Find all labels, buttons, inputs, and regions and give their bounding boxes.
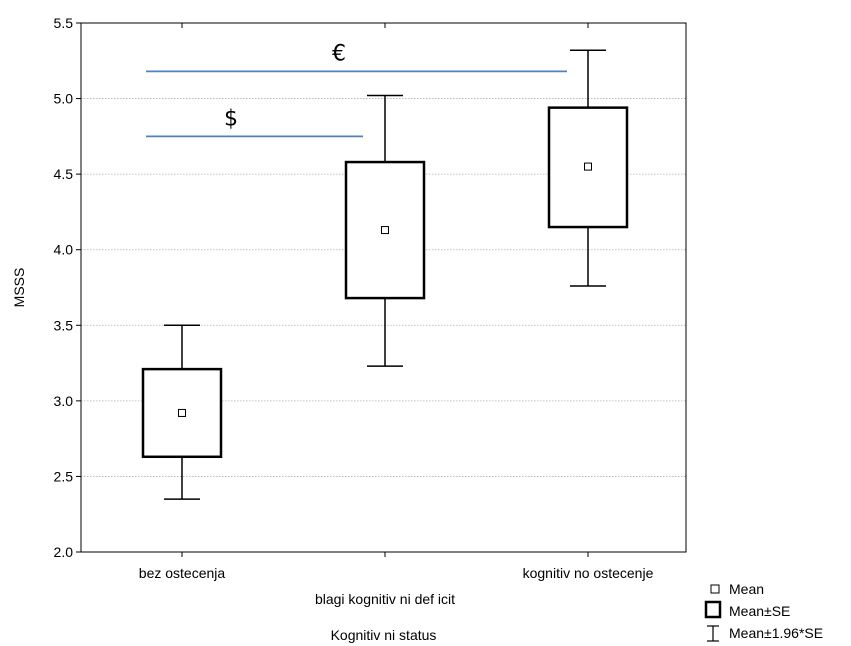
legend-ci-swatch <box>707 625 719 642</box>
legend-label-1: Mean±SE <box>729 603 790 619</box>
legend-se-swatch <box>704 600 722 619</box>
box-group-0 <box>141 324 223 500</box>
mean-marker-1 <box>381 226 389 235</box>
x-axis-title: Kognitiv ni status <box>331 627 437 643</box>
axes: 2.0 2.5 3.0 3.5 4.0 4.5 5.0 5.5 bez ostecenja bla… <box>54 15 654 607</box>
y-tick-label-1: 2.5 <box>54 468 74 484</box>
box-group-1 <box>344 94 426 367</box>
y-tick-label-2: 3.0 <box>54 393 74 409</box>
plot-frame <box>80 22 687 553</box>
legend-label-0: Mean <box>729 581 764 597</box>
box-group-2 <box>547 49 629 287</box>
box-series <box>141 49 629 500</box>
legend-label-2: Mean±1.96*SE <box>729 625 823 641</box>
y-axis-title: MSSS <box>11 268 27 308</box>
x-tick-label-0: bez ostecenja <box>139 565 226 581</box>
legend-mean-swatch <box>710 584 720 594</box>
significance-annotations: $€ <box>146 41 567 138</box>
legend: Mean Mean±SE Mean±1.96*SE <box>704 581 823 642</box>
y-tick-label-6: 5.0 <box>54 91 74 107</box>
mean-marker-2 <box>584 162 592 171</box>
y-tick-label-3: 3.5 <box>54 317 74 333</box>
mean-marker-0 <box>178 408 186 417</box>
y-tick-label-5: 4.5 <box>54 166 74 182</box>
significance-label-0: $ <box>224 106 238 131</box>
se-box-2 <box>547 106 629 229</box>
y-tick-label-4: 4.0 <box>54 242 74 258</box>
y-tick-label-0: 2.0 <box>54 544 74 560</box>
y-tick-label-7: 5.5 <box>54 15 74 31</box>
significance-label-1: € <box>332 41 346 66</box>
x-tick-label-2: kognitiv no ostecenje <box>523 565 654 581</box>
x-tick-label-1: blagi kognitiv ni def icit <box>315 591 455 607</box>
